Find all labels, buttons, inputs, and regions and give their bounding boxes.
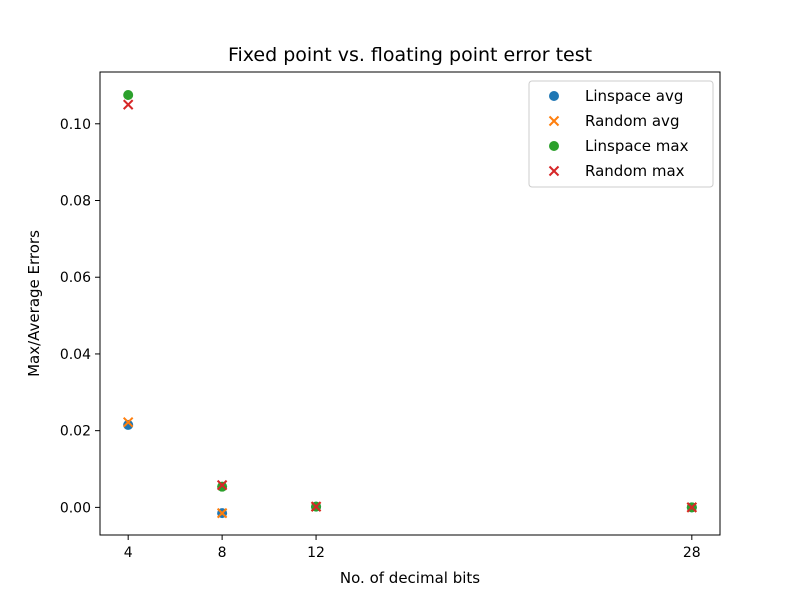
y-tick-label: 0.04 (60, 347, 91, 363)
x-tick-label: 8 (218, 545, 227, 561)
chart-title: Fixed point vs. floating point error tes… (228, 44, 592, 66)
legend-marker-0 (549, 91, 559, 101)
x-tick-label: 12 (307, 545, 325, 561)
x-tick-label: 4 (124, 545, 133, 561)
y-tick-label: 0.08 (60, 194, 91, 210)
x-axis-label: No. of decimal bits (340, 569, 480, 587)
legend-label-0: Linspace avg (585, 87, 683, 105)
data-point-series-2-0 (123, 90, 133, 100)
y-tick-label: 0.10 (60, 117, 91, 133)
y-tick-label: 0.00 (60, 500, 91, 516)
legend-label-3: Random max (585, 162, 685, 180)
x-tick-label: 28 (683, 545, 701, 561)
legend-label-2: Linspace max (585, 137, 689, 155)
legend-label-1: Random avg (585, 112, 679, 130)
y-axis-label: Max/Average Errors (25, 230, 43, 377)
y-tick-label: 0.02 (60, 424, 91, 440)
data-point-series-2-1 (217, 482, 227, 492)
y-tick-label: 0.06 (60, 270, 91, 286)
legend: Linspace avg Random avg Linspace max Random… (529, 81, 713, 187)
legend-marker-2 (549, 141, 559, 151)
